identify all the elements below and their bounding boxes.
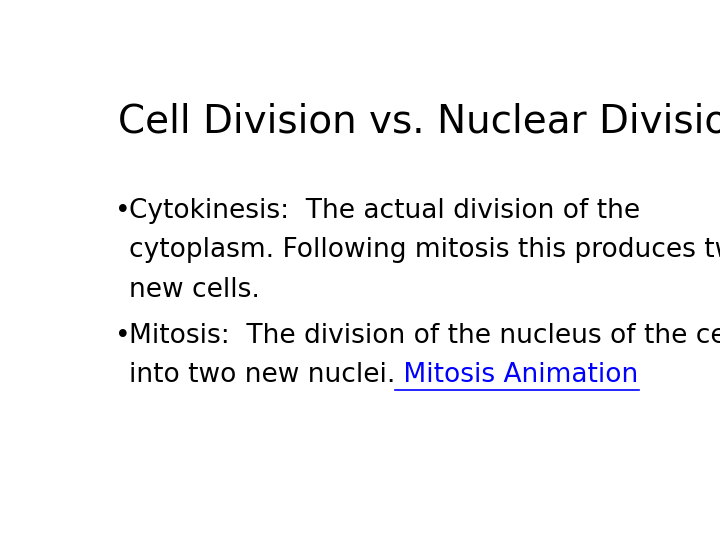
- Text: Cytokinesis:  The actual division of the: Cytokinesis: The actual division of the: [129, 198, 640, 224]
- Text: •: •: [115, 322, 131, 349]
- Text: Mitosis:  The division of the nucleus of the cell: Mitosis: The division of the nucleus of …: [129, 322, 720, 349]
- Text: cytoplasm. Following mitosis this produces two: cytoplasm. Following mitosis this produc…: [129, 238, 720, 264]
- Text: into two new nuclei.: into two new nuclei.: [129, 362, 395, 388]
- Text: Cell Division vs. Nuclear Division: Cell Division vs. Nuclear Division: [118, 102, 720, 140]
- Text: new cells.: new cells.: [129, 277, 260, 303]
- Text: •: •: [115, 198, 131, 224]
- Text: Mitosis Animation: Mitosis Animation: [395, 362, 639, 388]
